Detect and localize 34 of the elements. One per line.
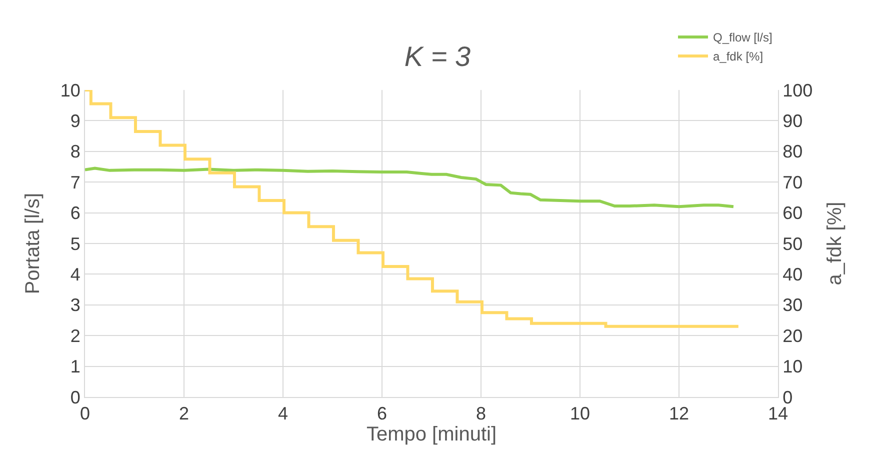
y2-tick-label: 50 <box>782 234 803 254</box>
y2-tick-label: 60 <box>782 203 803 224</box>
line-series <box>85 166 735 208</box>
y2-tick-label: 10 <box>782 356 803 377</box>
y-tick-label: 10 <box>60 80 80 100</box>
x-axis-title: Tempo [minuti] <box>366 424 497 446</box>
legend-label: Q_flow [l/s] <box>713 30 772 45</box>
y2-tick-label: 100 <box>782 80 813 100</box>
y2-axis-title: a_fdk [%] <box>824 202 846 286</box>
x-tick-label: 8 <box>476 404 486 424</box>
x-tick-label: 4 <box>278 404 288 424</box>
y-tick-label: 4 <box>70 264 80 284</box>
y-tick-label: 2 <box>70 326 80 346</box>
y-tick-label: 1 <box>70 356 80 377</box>
y-tick-label: 7 <box>70 172 80 192</box>
y2-tick-label: 80 <box>782 142 803 162</box>
chart-title: K = 3 <box>404 41 471 72</box>
y-tick-label: 6 <box>70 203 80 224</box>
y2-tick-label: 20 <box>782 326 803 346</box>
x-tick-label: 2 <box>178 404 190 424</box>
y2-tick-label: 70 <box>782 172 803 192</box>
y-tick-label: 5 <box>70 234 80 254</box>
legend-label: a_fdk [%] <box>713 50 764 64</box>
y-axis-title: Portata [l/s] <box>22 192 44 294</box>
y2-tick-label: 40 <box>782 264 803 284</box>
y2-tick-label: 90 <box>782 111 803 131</box>
x-tick-label: 12 <box>668 404 690 424</box>
y2-tick-label: 30 <box>782 295 803 316</box>
y-tick-label: 3 <box>70 295 80 316</box>
x-tick-label: 6 <box>376 404 388 424</box>
y-tick-label: 8 <box>70 142 80 162</box>
x-tick-label: 10 <box>570 404 590 424</box>
y-tick-label: 9 <box>70 111 80 131</box>
y-tick-label: 0 <box>70 387 80 408</box>
